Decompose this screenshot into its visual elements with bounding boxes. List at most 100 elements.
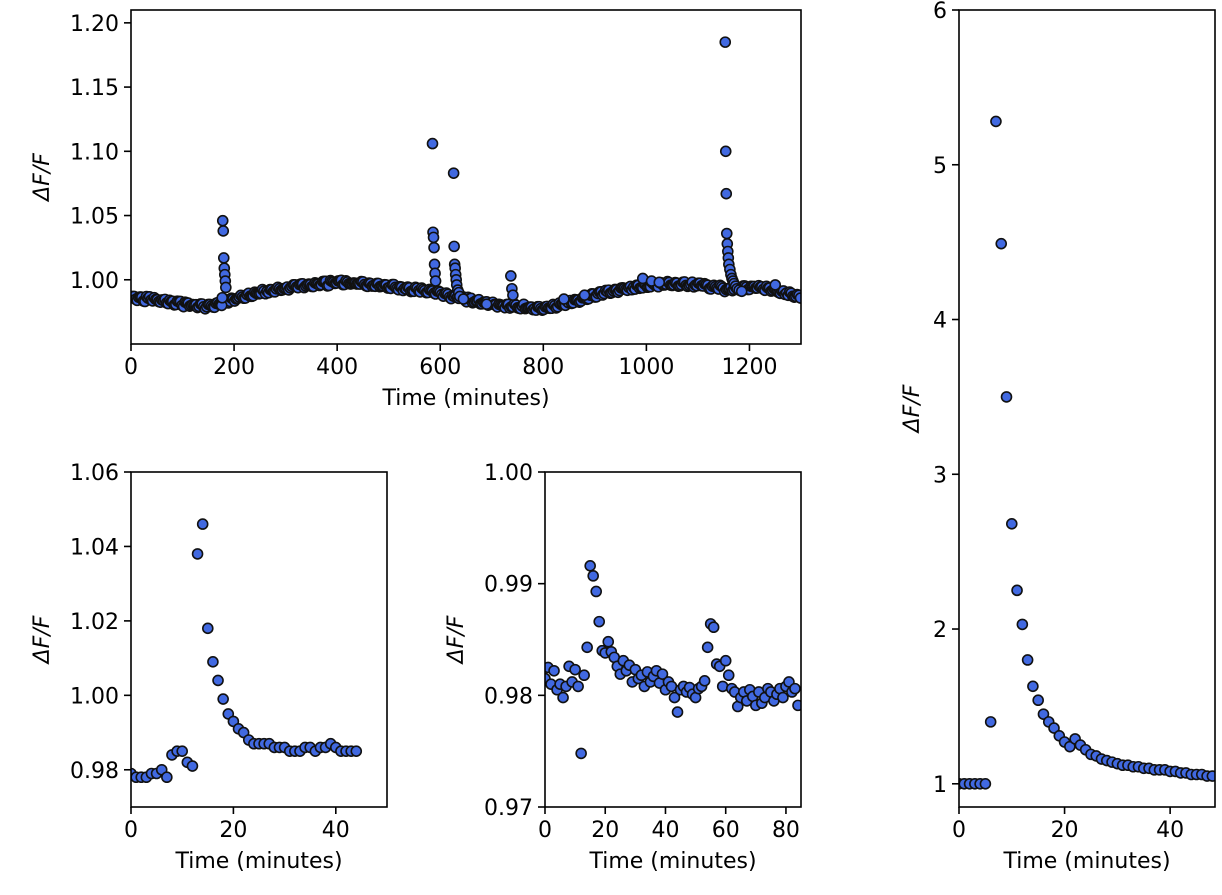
data-point (548, 664, 560, 677)
data-point (207, 656, 219, 668)
data-point (769, 279, 782, 291)
ticks-bottom-left: 0 20 40 0.98 1.00 1.02 1.04 1.06 (70, 461, 350, 843)
data-point (581, 641, 593, 654)
data-point (777, 691, 789, 704)
x-tick-label: 80 (772, 818, 800, 843)
data-point (176, 745, 188, 757)
data-point (995, 237, 1008, 250)
data-point (507, 289, 519, 301)
y-tick-label: 1 (933, 773, 947, 798)
x-axis-label-bottom-middle: Time (minutes) (588, 849, 756, 874)
data-point (722, 669, 735, 682)
data-point (1005, 517, 1018, 530)
data-point (1021, 654, 1034, 666)
x-tick-label: 40 (322, 818, 350, 843)
data-point (671, 706, 684, 718)
x-tick-label: 60 (712, 818, 740, 843)
data-point (217, 252, 230, 264)
data-point (719, 36, 732, 48)
data-point (990, 115, 1002, 128)
x-axis-label-right: Time (minutes) (1002, 849, 1170, 874)
data-point (447, 167, 460, 179)
scatter-points-bottom-middle (545, 559, 801, 760)
data-point (505, 270, 517, 282)
ticks-bottom-middle: 0 20 40 60 80 0.97 0.98 0.99 1.00 (484, 461, 800, 843)
data-point (792, 699, 801, 712)
data-point (217, 693, 229, 705)
data-point (191, 548, 204, 560)
data-point (161, 771, 173, 784)
data-point (789, 682, 801, 695)
panel-bottom-left: 0 20 40 0.98 1.00 1.02 1.04 1.06 Time (minutes)… (30, 461, 388, 874)
x-axis-label-top-left: Time (minutes) (381, 386, 549, 411)
data-point (1016, 618, 1029, 631)
x-tick-label: 0 (124, 355, 138, 380)
data-point (720, 227, 733, 240)
axes-frame-right (958, 9, 1216, 808)
data-point (427, 231, 440, 244)
x-tick-label: 600 (419, 355, 461, 380)
data-point (590, 585, 603, 598)
scatter-points-bottom-left (131, 518, 363, 784)
y-tick-label: 5 (933, 154, 947, 179)
data-point (216, 214, 229, 227)
data-point (350, 745, 363, 757)
y-tick-label: 1.20 (70, 12, 119, 37)
y-tick-label: 1.05 (70, 205, 119, 230)
y-axis-label-right: ΔF/F (900, 384, 925, 434)
data-point (656, 668, 669, 680)
x-tick-label: 20 (591, 818, 619, 843)
data-point (668, 691, 681, 704)
panel-top-left: 0 200 400 600 800 1000 1200 1.00 1.05 1.10 1.15 1.2… (30, 9, 802, 411)
data-point (220, 281, 232, 294)
axes-frame-top-left (130, 9, 802, 345)
data-point (575, 747, 587, 760)
data-point (707, 621, 720, 634)
x-tick-label: 20 (219, 818, 247, 843)
y-tick-label: 0.99 (484, 573, 533, 598)
axes-frame-bottom-middle (544, 471, 802, 808)
scatter-points-top-left (131, 36, 801, 316)
data-point (1000, 391, 1013, 403)
data-point (1206, 770, 1215, 782)
ticks-right: 0 20 40 1 2 3 4 5 6 (933, 0, 1184, 843)
data-point (216, 291, 229, 304)
data-point (578, 289, 591, 301)
x-tick-label: 1000 (618, 355, 674, 380)
data-point (558, 293, 570, 305)
y-axis-label-top-left: ΔF/F (30, 153, 55, 203)
y-tick-label: 0.98 (484, 684, 533, 709)
data-point (720, 187, 733, 200)
data-point (578, 669, 590, 682)
data-point (196, 518, 209, 530)
y-tick-label: 4 (933, 309, 947, 334)
data-point (457, 293, 470, 305)
data-point (584, 559, 596, 572)
y-axis-label-bottom-left: ΔF/F (30, 615, 55, 665)
x-tick-label: 800 (522, 355, 564, 380)
y-tick-label: 1.10 (70, 140, 119, 165)
y-tick-label: 0.98 (70, 759, 119, 784)
y-tick-label: 1.04 (70, 535, 119, 560)
data-point (701, 641, 714, 654)
data-point (719, 654, 732, 667)
x-tick-label: 0 (952, 818, 966, 843)
panel-right: 0 20 40 1 2 3 4 5 6 Time (minutes) ΔF/F (900, 0, 1216, 874)
x-tick-label: 0 (538, 818, 552, 843)
data-point (1027, 680, 1039, 693)
y-tick-label: 1.15 (70, 76, 119, 101)
data-point (719, 145, 732, 158)
data-point (593, 615, 606, 628)
data-point (698, 675, 711, 687)
data-point (557, 691, 569, 704)
x-tick-label: 200 (213, 355, 255, 380)
y-tick-label: 1.02 (70, 610, 119, 635)
data-point (587, 570, 599, 582)
x-tick-label: 400 (316, 355, 358, 380)
data-point (448, 240, 460, 253)
data-point (202, 622, 214, 635)
data-point (1011, 584, 1023, 597)
data-point (602, 635, 615, 648)
y-tick-label: 1.00 (484, 461, 533, 486)
